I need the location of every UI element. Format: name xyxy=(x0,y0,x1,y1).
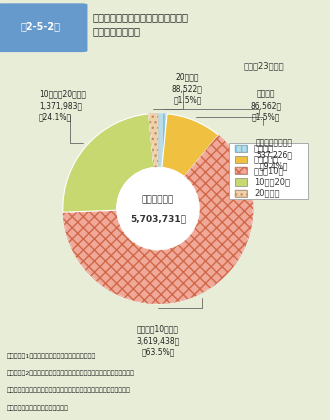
Text: 10分以上20分未満
1,371,983件
（24.1%）: 10分以上20分未満 1,371,983件 （24.1%） xyxy=(39,89,86,121)
FancyBboxPatch shape xyxy=(0,3,87,52)
Text: 防本部及び陸前高田市消防本部のデータは除いた数値に: 防本部及び陸前高田市消防本部のデータは除いた数値に xyxy=(7,388,131,394)
Text: ３分〜５分: ３分〜５分 xyxy=(254,155,279,164)
Bar xyxy=(235,189,247,197)
Bar xyxy=(235,156,247,163)
Text: 20分以上: 20分以上 xyxy=(254,189,280,198)
Text: 20分以上
88,522件
（1.5%）: 20分以上 88,522件 （1.5%） xyxy=(172,73,203,105)
Bar xyxy=(235,167,247,174)
Text: 10分〜20分: 10分〜20分 xyxy=(254,178,290,186)
Bar xyxy=(235,145,247,152)
Text: 救急出動件数: 救急出動件数 xyxy=(142,196,174,205)
Text: ３分以上５分未満
537,226件
（9.4%）: ３分以上５分未満 537,226件 （9.4%） xyxy=(256,139,293,171)
Text: 5,703,731件: 5,703,731件 xyxy=(130,214,186,223)
Text: （備考）　1　「救急業務実施状況調」により作成: （備考） 1 「救急業務実施状況調」により作成 xyxy=(7,354,96,359)
Wedge shape xyxy=(162,114,218,177)
Text: 救急自動車による現場到着所要時間
別出動件数の状況: 救急自動車による現場到着所要時間 別出動件数の状況 xyxy=(92,13,188,37)
Wedge shape xyxy=(149,113,158,168)
Bar xyxy=(235,189,247,197)
Bar xyxy=(235,167,247,174)
Bar xyxy=(235,178,247,186)
Text: （平成23年中）: （平成23年中） xyxy=(244,62,284,71)
Text: ５分以上10分未満
3,619,438件
（63.5%）: ５分以上10分未満 3,619,438件 （63.5%） xyxy=(136,325,180,357)
Text: ３分未満
86,562件
（1.5%）: ３分未満 86,562件 （1.5%） xyxy=(250,89,281,121)
Text: より集計している。: より集計している。 xyxy=(7,405,69,411)
FancyBboxPatch shape xyxy=(229,143,308,199)
Bar xyxy=(235,145,247,152)
Wedge shape xyxy=(63,135,253,304)
Text: 2　東日本大震災の影響により、釜石大槌地区行政事務組合消: 2 東日本大震災の影響により、釜石大槌地区行政事務組合消 xyxy=(7,371,135,376)
Circle shape xyxy=(117,167,199,250)
Wedge shape xyxy=(158,113,167,168)
Wedge shape xyxy=(63,114,154,212)
Text: ３分未満: ３分未満 xyxy=(254,144,274,153)
Text: 第2-5-2図: 第2-5-2図 xyxy=(20,21,61,32)
Text: ５分〜10分: ５分〜10分 xyxy=(254,166,284,175)
